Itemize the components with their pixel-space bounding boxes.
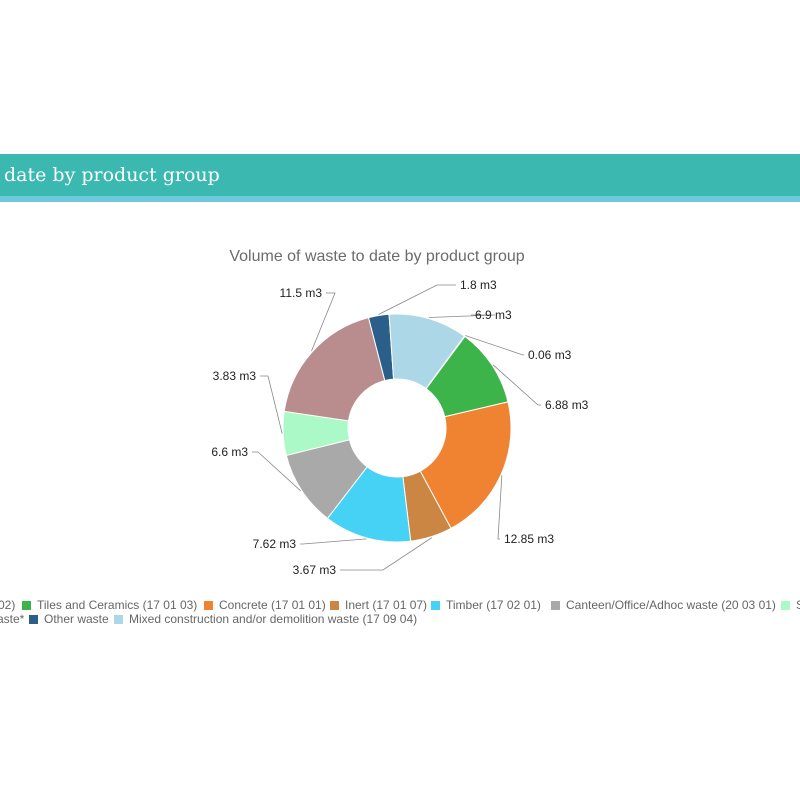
legend-item[interactable]: Tiles and Ceramics (17 01 03): [22, 598, 197, 612]
legend-item[interactable]: Canteen/Office/Adhoc waste (20 03 01): [551, 598, 776, 612]
label-connector: [260, 375, 283, 434]
data-label: 1.8 m3: [460, 278, 497, 292]
legend-item[interactable]: Inert (17 01 07): [330, 598, 427, 612]
legend-swatch: [781, 600, 790, 610]
legend-item[interactable]: 02): [0, 598, 15, 612]
data-label: 7.62 m3: [253, 537, 297, 551]
legend-label: Tiles and Ceramics (17 01 03): [37, 598, 198, 612]
legend-item[interactable]: Timber (17 02 01): [431, 598, 541, 612]
label-connector: [252, 451, 302, 492]
legend-item[interactable]: Concrete (17 01 01): [204, 598, 326, 612]
legend-label: Inert (17 01 07): [345, 598, 428, 612]
legend-label: Mixed construction and/or demolition was…: [129, 612, 418, 626]
legend-label: 02): [0, 598, 16, 612]
section-header: [0, 154, 800, 196]
donut-slice[interactable]: [419, 401, 512, 530]
legend-item[interactable]: Mixed construction and/or demolition was…: [114, 612, 417, 626]
legend-swatch: [29, 614, 38, 624]
label-connector: [428, 314, 496, 318]
legend-swatch: [551, 600, 560, 610]
label-connector: [465, 335, 524, 356]
legend-label: Other waste: [44, 612, 109, 626]
data-label: 3.83 m3: [213, 369, 257, 383]
section-header-title: date by product group: [4, 164, 220, 186]
legend-swatch: [114, 614, 123, 624]
legend-swatch: [22, 600, 31, 610]
legend-swatch: [330, 600, 339, 610]
legend-swatch: [204, 600, 213, 610]
data-label: 3.67 m3: [293, 563, 337, 577]
legend-label: Timber (17 02 01): [446, 598, 541, 612]
donut-slice[interactable]: [283, 317, 386, 422]
label-connector: [378, 284, 456, 315]
legend-label: S: [796, 598, 800, 612]
legend-item[interactable]: S: [781, 598, 800, 612]
legend-label: Canteen/Office/Adhoc waste (20 03 01): [566, 598, 776, 612]
data-label: 6.6 m3: [211, 445, 248, 459]
label-connector: [311, 292, 336, 352]
label-connector: [497, 475, 503, 540]
legend-item[interactable]: Other waste: [29, 612, 109, 626]
legend-label: Concrete (17 01 01): [219, 598, 326, 612]
section-header-accent: [0, 196, 800, 202]
label-connector: [340, 537, 432, 571]
chart-title: Volume of waste to date by product group: [229, 248, 525, 265]
data-label: 6.88 m3: [545, 398, 589, 412]
legend-item[interactable]: aste*: [0, 612, 24, 626]
data-label: 11.5 m3: [280, 286, 323, 300]
chart-legend: 02) Tiles and Ceramics (17 01 03) Concrete…: [0, 598, 800, 638]
data-label: 6.9 m3: [475, 308, 512, 322]
data-label: 12.85 m3: [504, 532, 554, 546]
label-connector: [300, 538, 367, 545]
legend-swatch: [431, 600, 440, 610]
label-connector: [492, 364, 541, 406]
legend-label: aste*: [0, 612, 25, 626]
data-label: 0.06 m3: [528, 348, 572, 362]
